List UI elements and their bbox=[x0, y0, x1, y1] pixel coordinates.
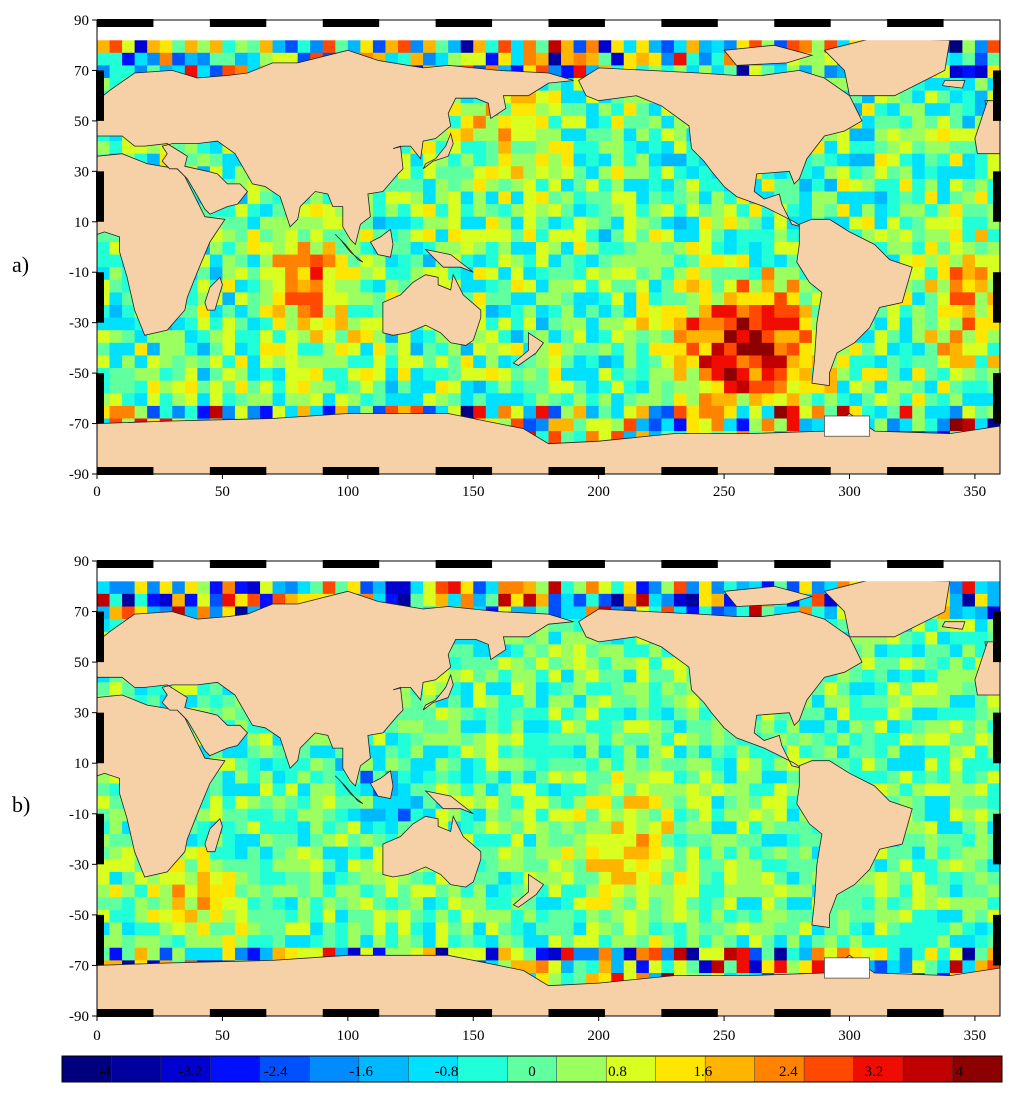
y-tick-labels: 90 70 50 30 10 -10 -30 -50 -70 -90 bbox=[69, 554, 97, 1025]
x-tick-label: 350 bbox=[964, 1028, 987, 1044]
x-tick-labels: 0 50 100 150 200 250 300 350 bbox=[93, 474, 986, 500]
y-tick-label: -10 bbox=[69, 807, 89, 823]
map-frame bbox=[96, 560, 1001, 1017]
y-tick-label: 50 bbox=[74, 655, 89, 671]
x-tick-label: 150 bbox=[462, 484, 485, 500]
map-area bbox=[97, 20, 1000, 474]
x-tick-label: 200 bbox=[587, 1028, 610, 1044]
x-tick-label: 300 bbox=[838, 1028, 861, 1044]
land-mask bbox=[97, 578, 1000, 1016]
land-mask bbox=[97, 37, 1000, 474]
colorbar-swatch bbox=[259, 1056, 310, 1082]
colorbar-tick-label: -1.6 bbox=[349, 1064, 373, 1080]
x-tick-label: 100 bbox=[337, 484, 360, 500]
x-tick-label: 0 bbox=[93, 484, 101, 500]
colorbar-swatch bbox=[606, 1056, 657, 1082]
colorbar-swatch bbox=[62, 1056, 112, 1082]
colorbar-swatch bbox=[309, 1056, 360, 1082]
colorbar-swatch bbox=[111, 1056, 162, 1082]
y-tick-label: 90 bbox=[74, 554, 89, 570]
panel-label: a) bbox=[12, 252, 29, 277]
colorbar-swatch bbox=[507, 1056, 558, 1082]
y-tick-label: -70 bbox=[69, 958, 89, 974]
map-panel-a: 0 50 100 150 200 250 300 350 90 70 50 30 10 -10 -30 -50… bbox=[12, 13, 1001, 500]
panel-label: b) bbox=[12, 792, 30, 817]
map-panel-b: 0 50 100 150 200 250 300 350 90 70 50 30 10 -10 -30 -50… bbox=[12, 554, 1001, 1044]
y-tick-label: -30 bbox=[69, 316, 89, 332]
colorbar-swatch bbox=[754, 1056, 805, 1082]
colorbar-tick-label: 1.6 bbox=[694, 1064, 713, 1080]
y-tick-label: -30 bbox=[69, 857, 89, 873]
x-tick-label: 250 bbox=[713, 1028, 736, 1044]
x-tick-label: 50 bbox=[215, 484, 230, 500]
colorbar-tick-label: 3.2 bbox=[864, 1064, 883, 1080]
colorbar-tick-label: 2.4 bbox=[779, 1064, 798, 1080]
colorbar-tick-label: -2.4 bbox=[264, 1064, 288, 1080]
colorbar-swatch bbox=[853, 1056, 904, 1082]
colorbar-swatch bbox=[358, 1056, 409, 1082]
y-tick-label: -90 bbox=[69, 1009, 89, 1025]
map-area bbox=[97, 561, 1000, 1016]
ice-patch bbox=[824, 957, 870, 979]
y-tick-label: -50 bbox=[69, 366, 89, 382]
colorbar-swatch bbox=[952, 1056, 1003, 1082]
y-tick-label: 30 bbox=[74, 164, 89, 180]
y-tick-label: 10 bbox=[74, 215, 89, 231]
x-tick-label: 350 bbox=[964, 484, 987, 500]
y-tick-label: -70 bbox=[69, 417, 89, 433]
x-tick-label: 100 bbox=[337, 1028, 360, 1044]
colorbar-swatch bbox=[457, 1056, 508, 1082]
x-tick-labels: 0 50 100 150 200 250 300 350 bbox=[93, 1016, 986, 1044]
y-tick-label: 90 bbox=[74, 13, 89, 29]
colorbar-tick-label: 0 bbox=[528, 1064, 536, 1080]
y-tick-label: 70 bbox=[74, 605, 89, 621]
y-tick-label: -90 bbox=[69, 467, 89, 483]
map-frame bbox=[96, 19, 1001, 475]
colorbar-swatch bbox=[408, 1056, 459, 1082]
colorbar: -4 -3.2 -2.4 -1.6 -0.8 0 0.8 1.6 2.4 3.2 4 bbox=[61, 1055, 1003, 1083]
y-tick-label: 70 bbox=[74, 63, 89, 79]
colorbar-tick-label: -4 bbox=[98, 1064, 111, 1080]
colorbar-tick-label: -0.8 bbox=[435, 1064, 459, 1080]
y-tick-label: -10 bbox=[69, 265, 89, 281]
colorbar-tick-label: 0.8 bbox=[608, 1064, 627, 1080]
colorbar-swatch bbox=[804, 1056, 855, 1082]
y-tick-label: 50 bbox=[74, 114, 89, 130]
colorbar-swatch bbox=[160, 1056, 211, 1082]
colorbar-tick-label: -3.2 bbox=[178, 1064, 202, 1080]
y-tick-label: 10 bbox=[74, 756, 89, 772]
colorbar-swatch bbox=[903, 1056, 954, 1082]
y-tick-label: 30 bbox=[74, 706, 89, 722]
x-tick-label: 0 bbox=[93, 1028, 101, 1044]
colorbar-swatch bbox=[655, 1056, 706, 1082]
y-tick-labels: 90 70 50 30 10 -10 -30 -50 -70 -90 bbox=[69, 13, 97, 483]
colorbar-swatch bbox=[705, 1056, 756, 1082]
x-tick-label: 150 bbox=[462, 1028, 485, 1044]
ice-patch bbox=[824, 415, 870, 437]
y-tick-label: -50 bbox=[69, 908, 89, 924]
x-tick-label: 250 bbox=[713, 484, 736, 500]
x-tick-label: 50 bbox=[215, 1028, 230, 1044]
x-tick-label: 300 bbox=[838, 484, 861, 500]
x-tick-label: 200 bbox=[587, 484, 610, 500]
colorbar-swatch bbox=[556, 1056, 607, 1082]
colorbar-swatch bbox=[210, 1056, 261, 1082]
colorbar-tick-label: 4 bbox=[956, 1064, 964, 1080]
